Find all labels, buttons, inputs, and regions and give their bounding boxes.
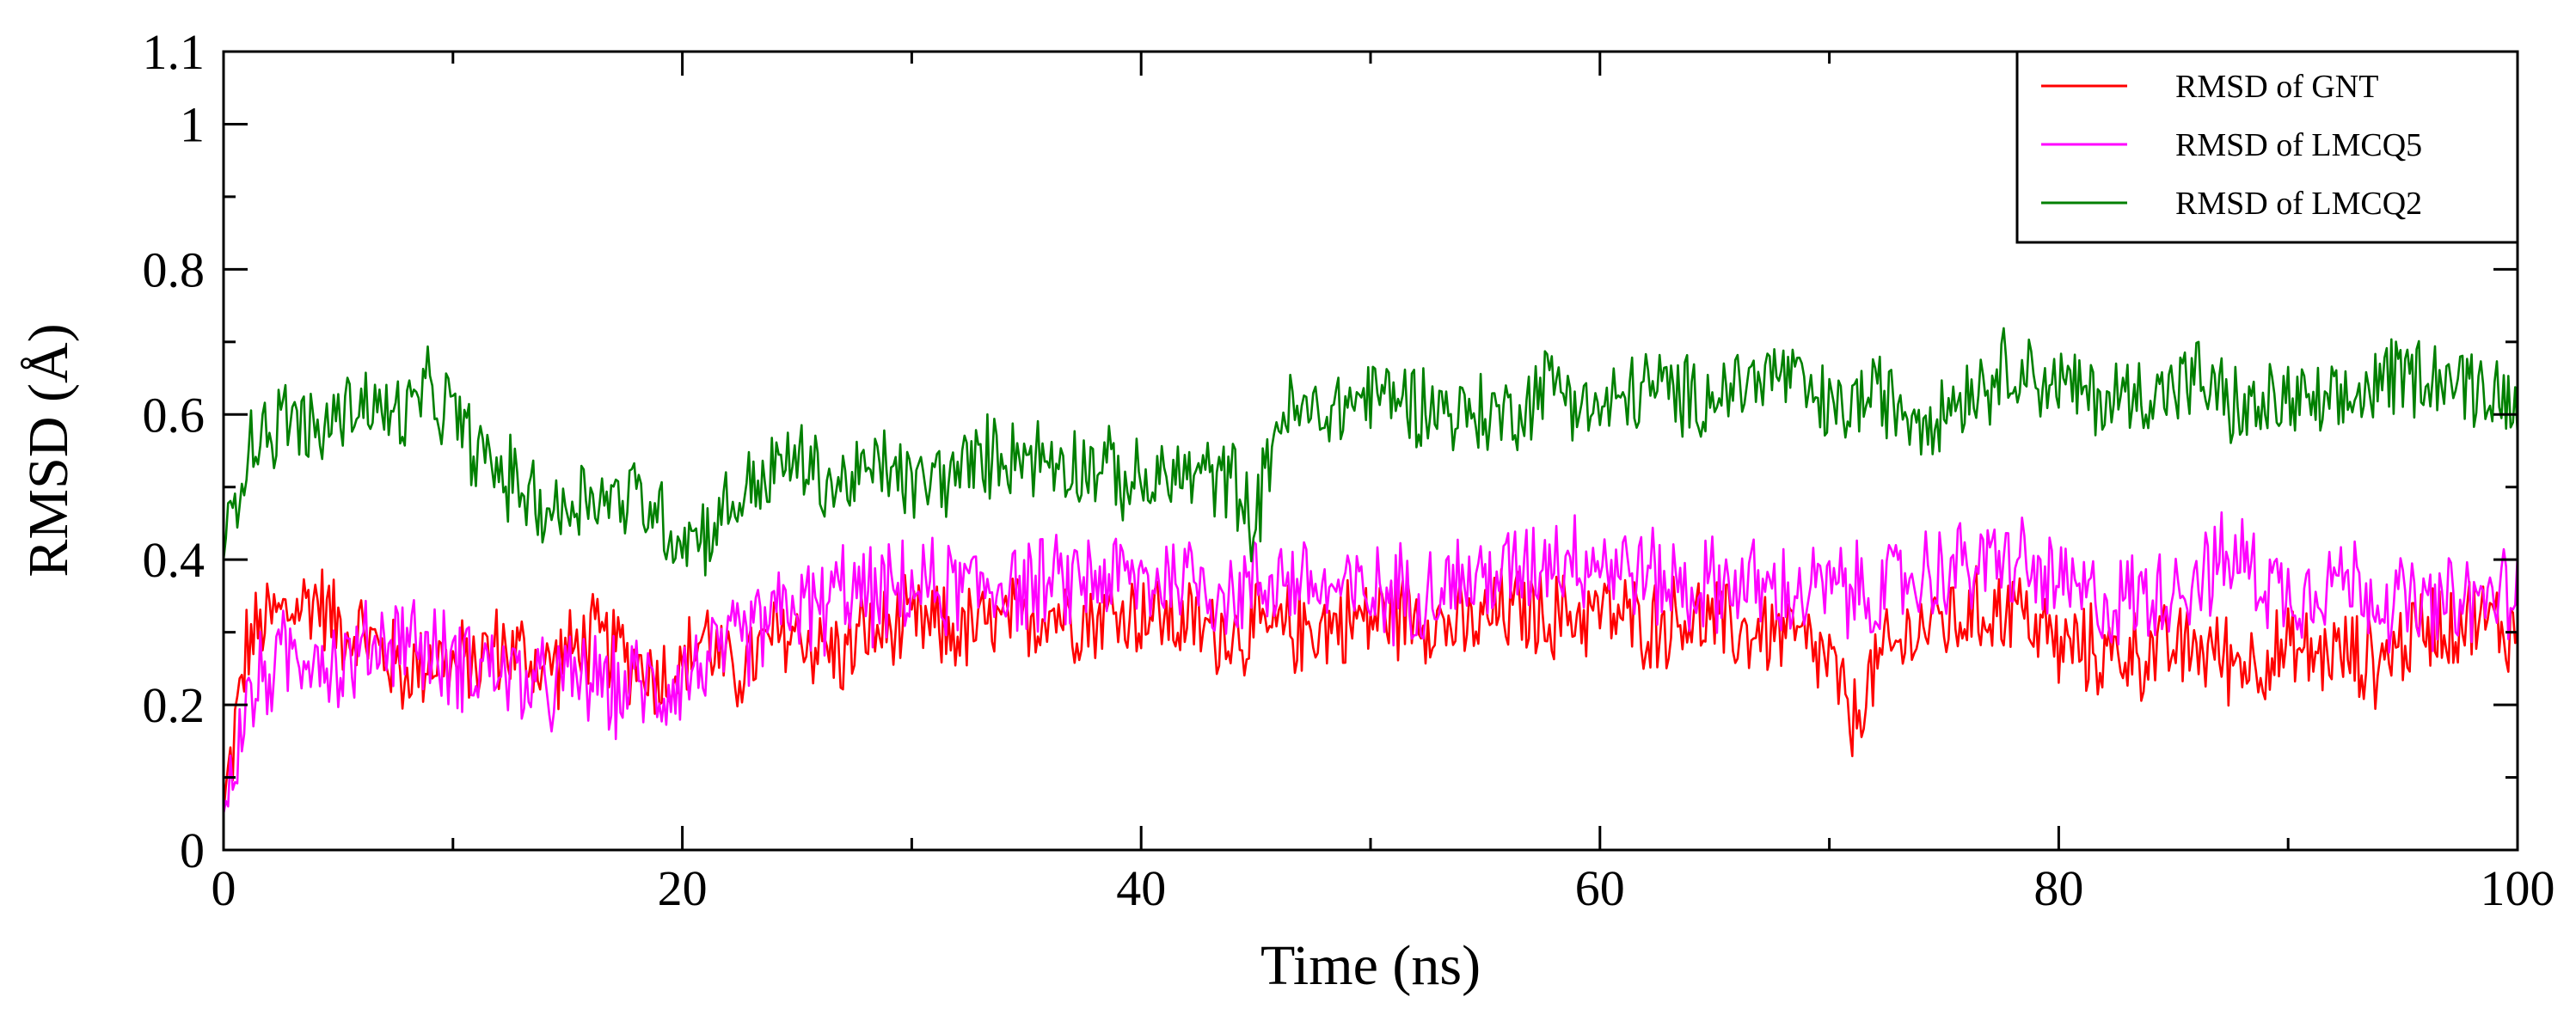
legend-label-2: RMSD of LMCQ5 [2175,127,2422,163]
y-tick-label: 0.2 [143,677,205,733]
legend-label-1: RMSD of GNT [2175,69,2378,105]
x-tick-label: 0 [212,860,236,916]
y-tick-label: 1.1 [143,24,205,80]
y-tick-label: 0 [180,822,205,878]
y-tick-label: 1 [180,96,205,152]
y-axis-title: RMSD (Å) [17,323,80,577]
x-axis-title: Time (ns) [1260,934,1481,997]
x-tick-label: 60 [1575,860,1625,916]
x-tick-label: 20 [658,860,708,916]
y-tick-label: 0.4 [143,532,205,588]
x-tick-label: 40 [1116,860,1166,916]
legend: RMSD of GNT RMSD of LMCQ5 RMSD of LMCQ2 [2015,50,2519,244]
axis-ticks: 0 20 40 60 80 100 0 0.2 0.4 0.6 0.8 1 1.1 [143,24,2555,916]
x-tick-label: 100 [2481,860,2555,916]
legend-entries: RMSD of GNT RMSD of LMCQ5 RMSD of LMCQ2 [2041,69,2422,222]
legend-box [2015,50,2519,244]
series-line-2 [224,511,2518,815]
y-tick-label: 0.6 [143,387,205,443]
legend-label-3: RMSD of LMCQ2 [2175,186,2422,222]
x-tick-label: 80 [2033,860,2083,916]
y-tick-label: 0.8 [143,242,205,297]
series-line-3 [224,327,2518,577]
series-layer [224,327,2518,815]
